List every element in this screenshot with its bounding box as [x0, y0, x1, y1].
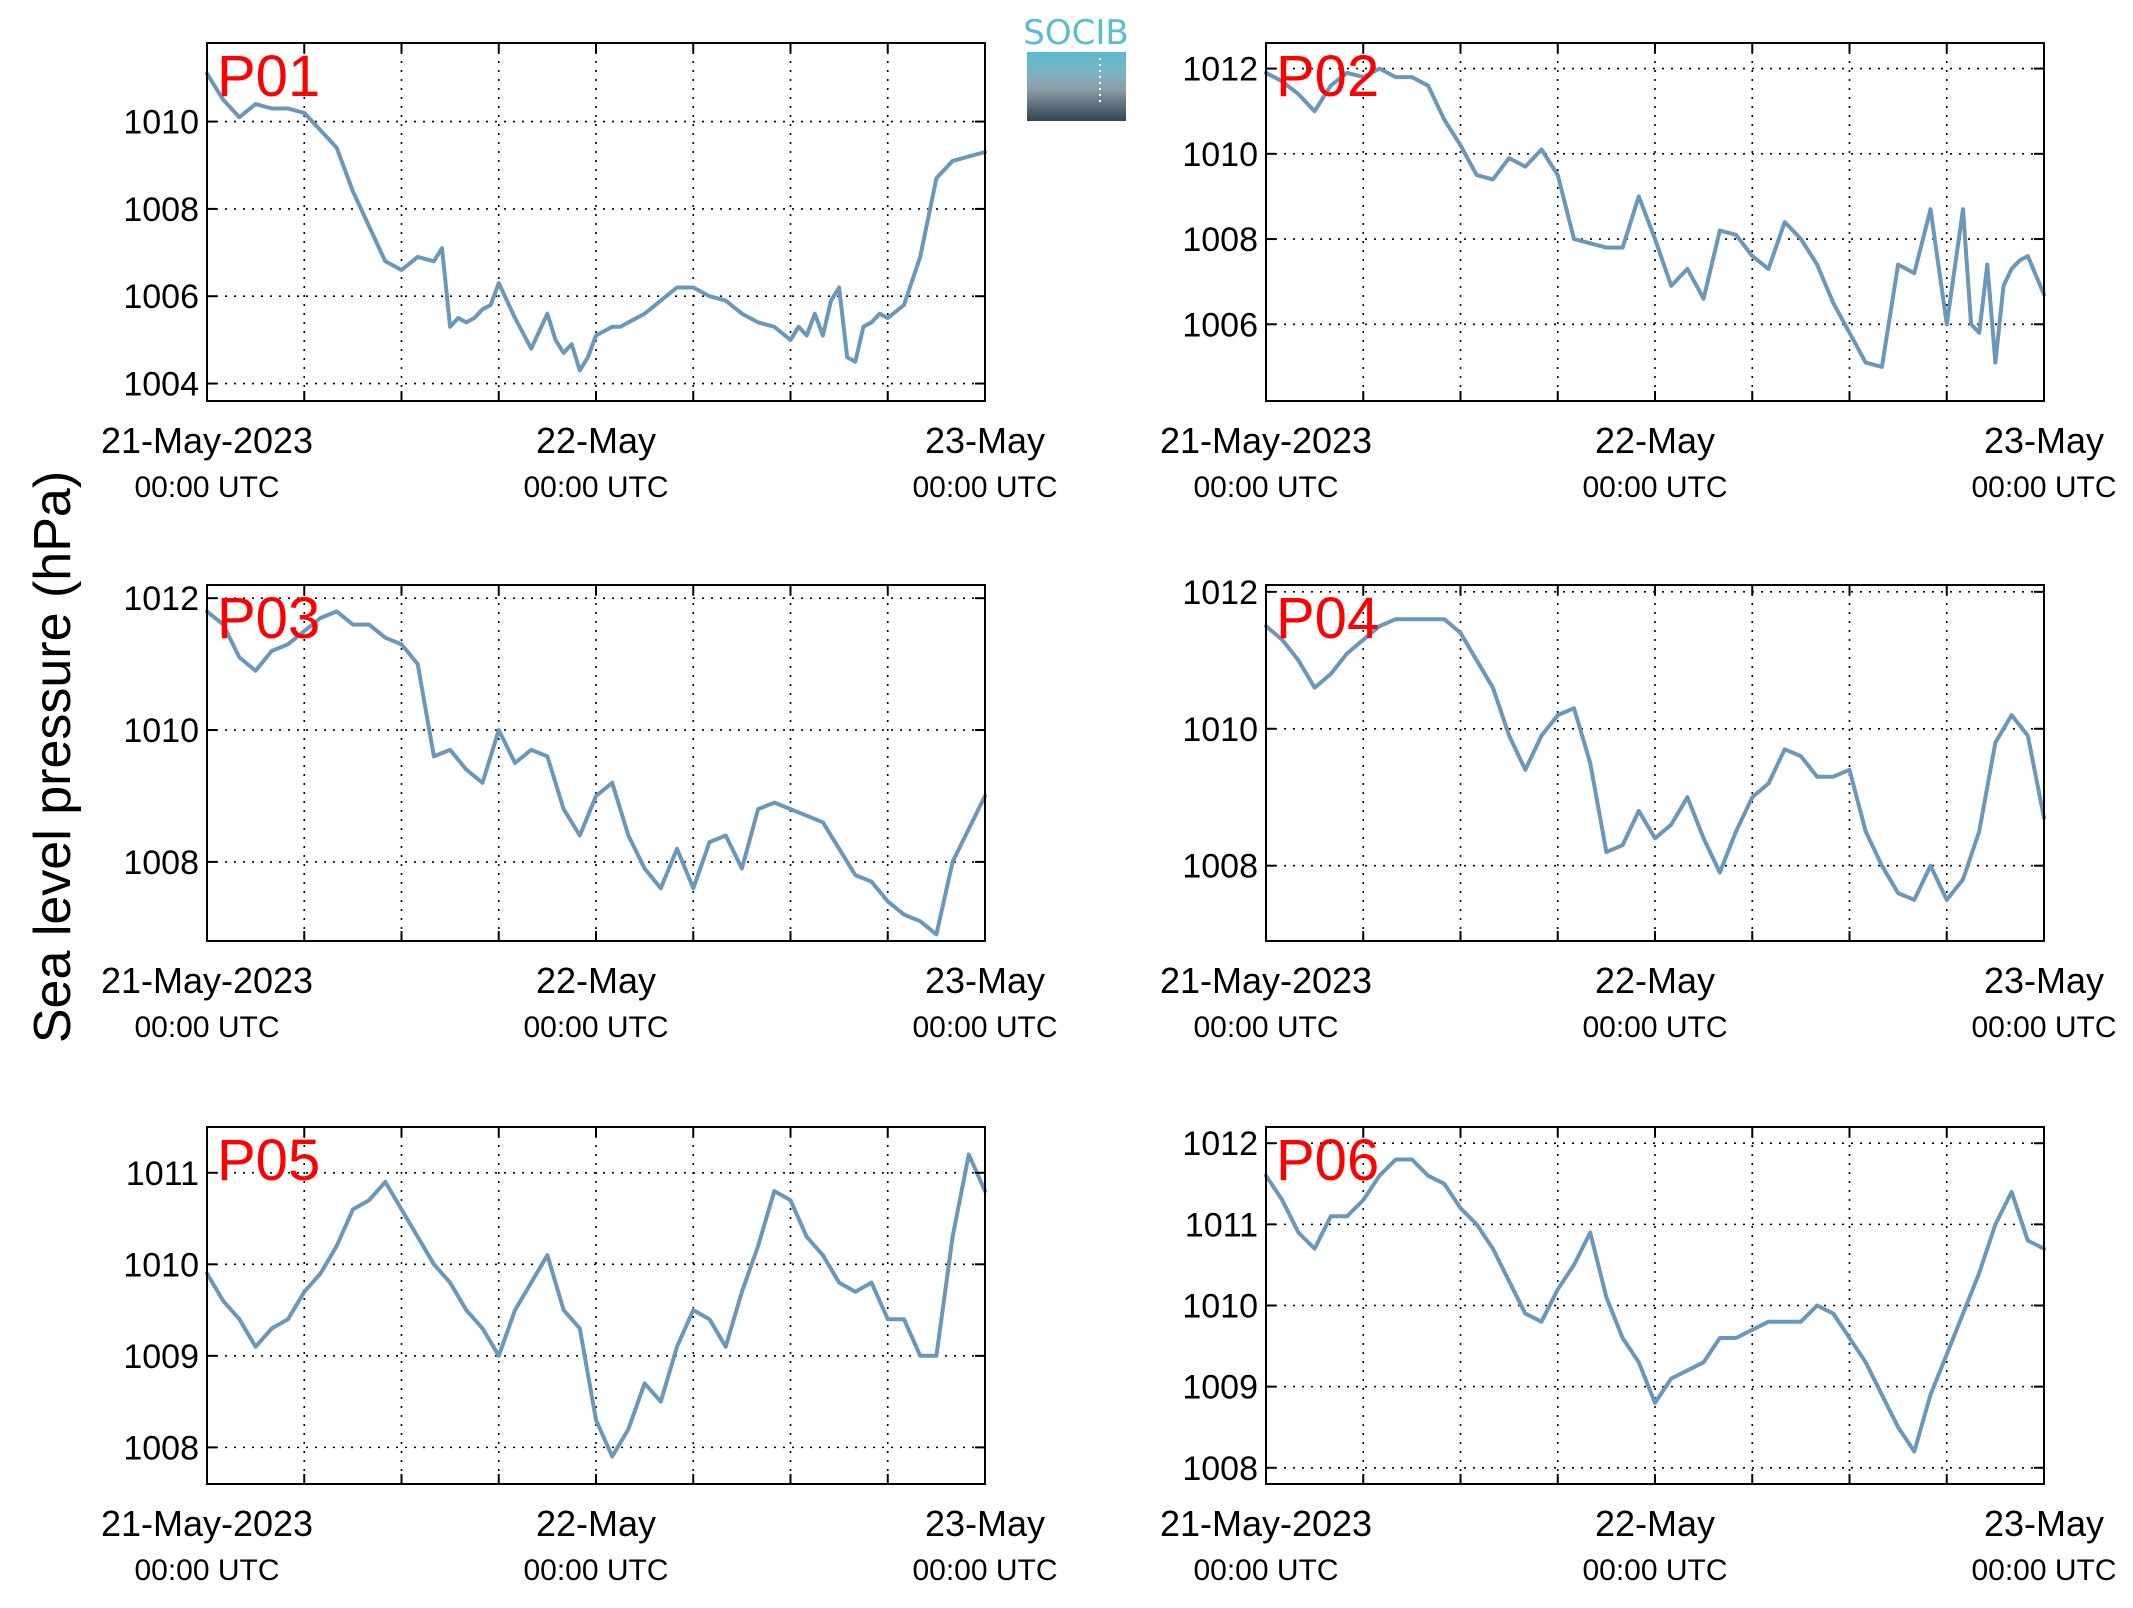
panel-label: P05 — [217, 1128, 320, 1193]
series-line — [205, 609, 987, 937]
plot-frame — [206, 584, 986, 942]
panel-6: 1008 1009 1010 1011 1012 21-May-2023 00:00 UTC… — [1160, 1125, 2117, 1587]
series-line — [1264, 66, 2046, 369]
panel-2: 1006 1008 1010 1012 21-May-2023 00:00 UTC 22-M… — [1160, 42, 2117, 504]
y-tick-label: 1012 — [1182, 1125, 1258, 1163]
x-tick-label-date: 22-May — [1595, 1503, 1715, 1544]
plot-frame — [1265, 584, 2045, 942]
x-tick-label-time: 00:00 UTC — [1971, 1011, 2116, 1044]
x-tick-label-time: 00:00 UTC — [523, 1554, 668, 1587]
panel-label: P01 — [217, 44, 320, 109]
y-tick-label: 1011 — [126, 1155, 199, 1193]
panel-label: P06 — [1276, 1128, 1379, 1193]
y-tick-label: 1008 — [1182, 848, 1258, 886]
x-tick-label-time: 00:00 UTC — [134, 1011, 279, 1044]
x-tick-label-time: 00:00 UTC — [912, 471, 1057, 504]
x-tick-label-date: 23-May — [925, 420, 1045, 461]
y-tick-label: 1011 — [1185, 1206, 1258, 1244]
y-tick-label: 1010 — [1182, 136, 1258, 174]
panel-label: P03 — [217, 586, 320, 651]
x-tick-label-time: 00:00 UTC — [1193, 1011, 1338, 1044]
x-tick-label-time: 00:00 UTC — [912, 1554, 1057, 1587]
x-tick-label-date: 21-May-2023 — [101, 420, 313, 461]
x-tick-label-date: 22-May — [1595, 960, 1715, 1001]
y-tick-label: 1008 — [123, 191, 199, 229]
x-tick-label-time: 00:00 UTC — [1971, 471, 2116, 504]
y-tick-label: 1010 — [1182, 711, 1258, 749]
y-tick-label: 1010 — [123, 1246, 199, 1284]
y-tick-label: 1012 — [1182, 574, 1258, 612]
x-tick-label-time: 00:00 UTC — [523, 1011, 668, 1044]
y-axis-label: Sea level pressure (hPa) — [24, 471, 82, 1043]
y-tick-label: 1010 — [123, 712, 199, 750]
x-tick-label-time: 00:00 UTC — [523, 471, 668, 504]
y-tick-label: 1010 — [1182, 1288, 1258, 1326]
x-tick-label-date: 21-May-2023 — [1160, 960, 1372, 1001]
x-tick-label-date: 23-May — [1984, 960, 2104, 1001]
panel-1: 1004 1006 1008 1010 21-May-2023 00:00 UTC 22-M… — [101, 42, 1058, 504]
series-line — [205, 1152, 987, 1459]
panel-label: P02 — [1276, 44, 1379, 109]
x-tick-label-time: 00:00 UTC — [1582, 1554, 1727, 1587]
plot-frame — [206, 42, 986, 402]
x-tick-label-date: 23-May — [925, 960, 1045, 1001]
y-tick-label: 1004 — [123, 366, 199, 404]
x-tick-label-time: 00:00 UTC — [912, 1011, 1057, 1044]
y-tick-label: 1006 — [1182, 306, 1258, 344]
x-tick-label-date: 22-May — [536, 960, 656, 1001]
x-tick-label-date: 21-May-2023 — [101, 960, 313, 1001]
x-tick-label-date: 23-May — [1984, 1503, 2104, 1544]
x-tick-label-time: 00:00 UTC — [1193, 1554, 1338, 1587]
x-tick-label-date: 21-May-2023 — [101, 1503, 313, 1544]
y-tick-label: 1012 — [123, 580, 199, 618]
x-tick-label-date: 22-May — [1595, 420, 1715, 461]
x-tick-label-time: 00:00 UTC — [1971, 1554, 2116, 1587]
x-tick-label-date: 22-May — [536, 420, 656, 461]
panel-4: 1008 1010 1012 21-May-2023 00:00 UTC 22-May 00… — [1160, 574, 2117, 1044]
y-tick-label: 1009 — [123, 1338, 199, 1376]
x-tick-label-date: 23-May — [1984, 420, 2104, 461]
logo-text: SOCIB — [1023, 13, 1128, 53]
y-tick-label: 1012 — [1182, 51, 1258, 89]
series-line — [205, 71, 987, 373]
y-tick-label: 1006 — [123, 278, 199, 316]
y-tick-label: 1008 — [123, 844, 199, 882]
panel-5: 1008 1009 1010 1011 21-May-2023 00:00 UTC 22-M… — [101, 1126, 1058, 1587]
y-tick-label: 1008 — [1182, 1450, 1258, 1488]
panel-3: 1008 1010 1012 21-May-2023 00:00 UTC 22-May 00… — [101, 580, 1058, 1044]
socib-logo: SOCIB — [1023, 13, 1129, 121]
x-tick-label-time: 00:00 UTC — [1582, 471, 1727, 504]
x-tick-label-time: 00:00 UTC — [134, 1554, 279, 1587]
x-tick-label-date: 21-May-2023 — [1160, 420, 1372, 461]
panel-label: P04 — [1276, 586, 1379, 651]
x-tick-label-time: 00:00 UTC — [1582, 1011, 1727, 1044]
x-tick-label-date: 23-May — [925, 1503, 1045, 1544]
x-tick-label-date: 22-May — [536, 1503, 656, 1544]
logo-emblem — [1027, 52, 1126, 121]
series-line — [1264, 1157, 2046, 1454]
x-tick-label-time: 00:00 UTC — [134, 471, 279, 504]
plot-frame — [206, 1126, 986, 1485]
y-tick-label: 1009 — [1182, 1369, 1258, 1407]
series-line — [1264, 617, 2046, 902]
y-tick-label: 1008 — [123, 1429, 199, 1467]
x-tick-label-date: 21-May-2023 — [1160, 1503, 1372, 1544]
y-tick-label: 1008 — [1182, 221, 1258, 259]
x-tick-label-time: 00:00 UTC — [1193, 471, 1338, 504]
y-tick-label: 1010 — [123, 104, 199, 142]
